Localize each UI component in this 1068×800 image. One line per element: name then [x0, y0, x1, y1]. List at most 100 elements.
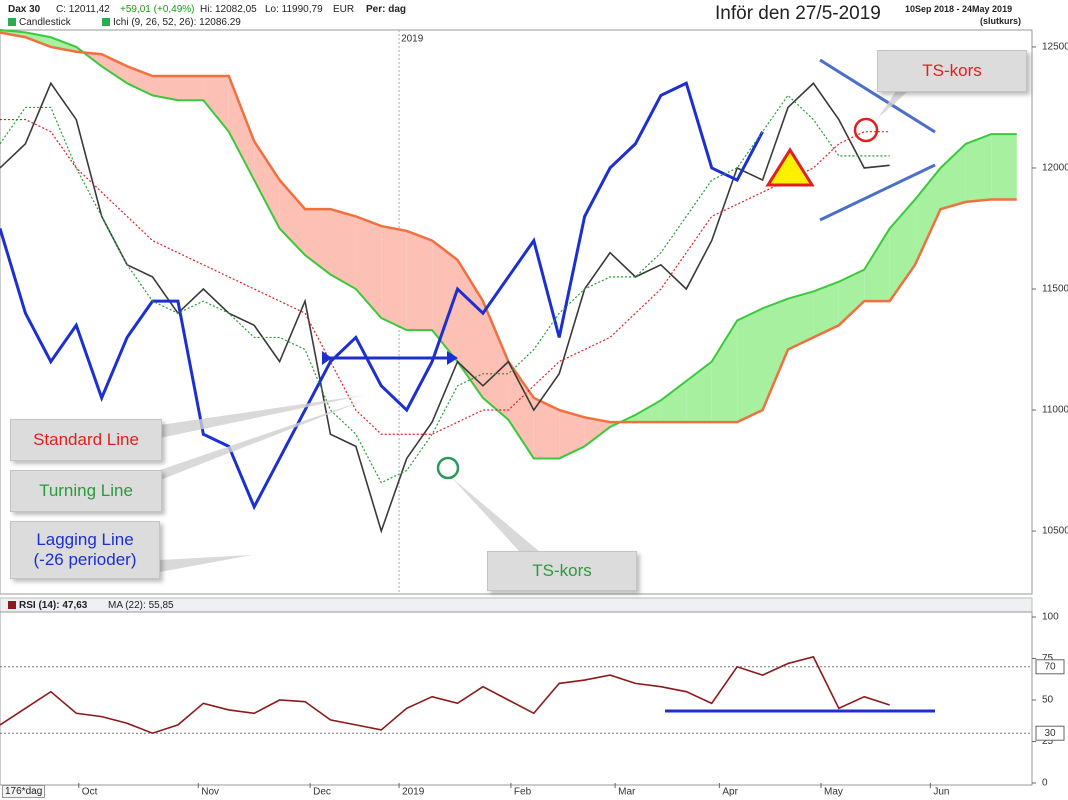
title: Inför den 27/5-2019 — [715, 3, 881, 24]
cloud-segment — [864, 228, 890, 302]
cloud-segment — [965, 134, 992, 202]
legend-label: Candlestick — [19, 17, 71, 28]
y-tick-label: 75 — [1042, 653, 1054, 664]
ma-label: MA (22): 55,85 — [108, 600, 174, 611]
callout-pointer — [878, 85, 915, 118]
rsi-panel — [0, 611, 1033, 786]
callout: Standard Line — [10, 419, 162, 461]
cloud-segment — [152, 75, 178, 101]
cloud-segment — [737, 308, 763, 423]
cloud-segment — [305, 209, 331, 275]
series-line — [0, 94, 890, 484]
x-tick-label: Jun — [933, 787, 949, 798]
legend-item: Candlestick — [8, 17, 71, 28]
callout-pointer — [160, 400, 365, 480]
low: Lo: 11990,79 — [265, 4, 323, 15]
cloud-segment — [889, 199, 916, 302]
legend-item: Ichi (9, 26, 52, 26): 12086.29 — [102, 17, 241, 28]
cloud-segment — [101, 54, 128, 84]
cloud-segment — [228, 75, 255, 181]
x-tick-label: 2019 — [401, 34, 424, 45]
plot-layer: 10500 11000 11500 12000 12500 2019 0 25 50 75 100 7… — [0, 29, 1068, 798]
arrow-head — [322, 351, 332, 365]
y-tick-label: 11500 — [1042, 284, 1068, 295]
cloud-segment — [127, 66, 153, 96]
y-tick-label: 12500 — [1042, 42, 1068, 53]
cloud-segment — [559, 410, 585, 459]
series-line — [0, 81, 764, 511]
zoom-label: 176*dag — [2, 785, 46, 798]
cloud-segment — [813, 281, 839, 338]
callout-pointer — [160, 395, 365, 438]
date-range: 10Sep 2018 - 24May 2019 — [905, 4, 1013, 14]
rsi-legend: RSI (14): 47,63 — [8, 600, 87, 611]
indicator-label: Ichi (9, 26, 52, 26): 12086.29 — [113, 17, 241, 28]
reference-label: 30 — [1044, 728, 1056, 739]
y-tick-label: 11000 — [1042, 405, 1068, 416]
callout: Lagging Line (-26 perioder) — [10, 521, 160, 579]
cloud-segment — [254, 141, 280, 229]
cloud-segment — [533, 397, 560, 459]
callout: TS-kors — [877, 50, 1027, 92]
main-panel — [0, 29, 1033, 595]
cross-circle — [853, 117, 879, 143]
callout-pointer — [160, 555, 252, 572]
reference-label: 70 — [1044, 661, 1056, 672]
cloud-segment — [940, 143, 966, 210]
cross-circle — [436, 456, 460, 480]
y-tick-label: 25 — [1042, 736, 1054, 747]
legend-label: RSI (14): 47,63 — [19, 600, 88, 611]
x-tick-label: Apr — [722, 787, 738, 798]
cloud-segment — [203, 75, 229, 132]
cloud-segment — [508, 361, 534, 459]
cloud-segment — [991, 134, 1017, 200]
cloud-segment — [330, 209, 356, 290]
callout: TS-kors — [487, 551, 637, 591]
x-tick-label: 2019 — [402, 787, 425, 798]
x-tick-label: May — [824, 787, 843, 798]
y-tick-label: 100 — [1042, 612, 1059, 623]
reference-box — [1035, 659, 1065, 675]
currency: EUR — [333, 4, 355, 15]
x-tick-label: Dec — [313, 787, 331, 798]
cloud-segment — [838, 269, 865, 326]
arrow-head — [447, 351, 458, 365]
x-tick-label: Mar — [618, 787, 636, 798]
change: +59,01 (+0,49%) — [120, 4, 195, 15]
cloud-segment — [50, 37, 77, 52]
reference-box — [1035, 725, 1065, 741]
span-a-line — [0, 29, 1017, 460]
y-tick-label: 0 — [1042, 778, 1048, 789]
trend-line — [819, 58, 936, 134]
cloud-segment — [279, 180, 306, 256]
y-tick-label: 12000 — [1042, 163, 1068, 174]
y-tick-label: 50 — [1042, 695, 1054, 706]
series-line — [0, 118, 890, 435]
high: Hi: 12082,05 — [200, 4, 257, 15]
x-tick-label: Nov — [201, 787, 219, 798]
cloud-segment — [381, 226, 407, 331]
symbol: Dax 30 — [8, 4, 41, 15]
cloud-segment — [355, 216, 382, 319]
trend-line — [819, 163, 936, 222]
cloud-segment — [787, 291, 814, 350]
series-line — [0, 655, 890, 735]
drawings — [160, 58, 936, 713]
callout: Turning Line — [10, 470, 162, 512]
x-tick-label: Feb — [514, 787, 532, 798]
cloud-segment — [635, 400, 661, 423]
callout-pointer — [452, 478, 540, 552]
cloud-segment — [482, 301, 509, 420]
range-note: (slutkurs) — [980, 16, 1022, 26]
y-tick-label: 10500 — [1042, 526, 1068, 537]
cloud-segment — [762, 298, 788, 411]
cloud-segment — [660, 380, 687, 423]
close: C: 12011,42 — [56, 4, 110, 15]
cloud-segment — [177, 75, 204, 101]
period: Per: dag — [366, 4, 407, 15]
x-tick-label: Oct — [82, 787, 98, 798]
cloud-segment — [406, 230, 433, 331]
cloud-segment — [584, 417, 611, 447]
